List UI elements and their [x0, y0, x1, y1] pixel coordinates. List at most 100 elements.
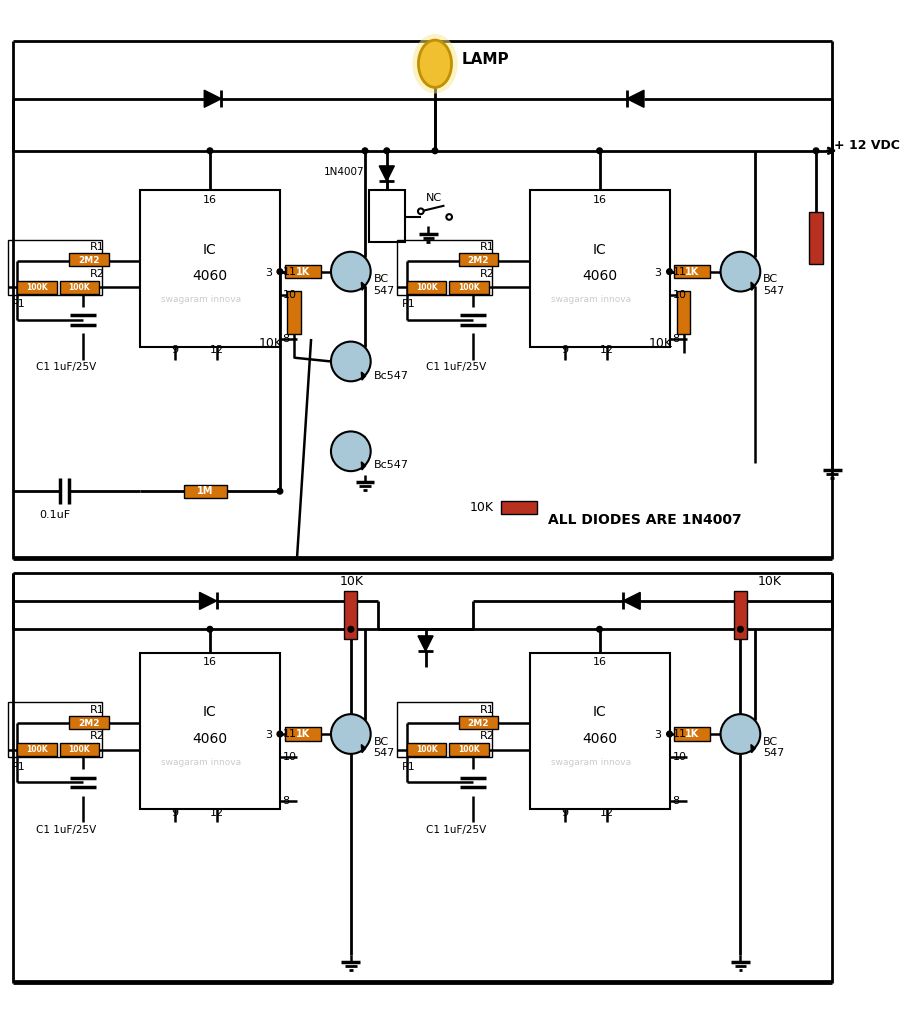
Bar: [501, 501, 537, 514]
Text: 4060: 4060: [193, 732, 227, 745]
Text: C1 1uF/25V: C1 1uF/25V: [36, 824, 96, 835]
Text: swagaram innova: swagaram innova: [551, 758, 631, 767]
Bar: [459, 253, 498, 266]
Polygon shape: [361, 372, 366, 380]
Circle shape: [207, 627, 213, 632]
Text: 1K: 1K: [685, 266, 699, 276]
Circle shape: [278, 268, 283, 274]
Text: R2: R2: [479, 731, 495, 741]
Text: 100K: 100K: [68, 745, 90, 754]
Text: 100K: 100K: [26, 283, 48, 292]
Polygon shape: [627, 90, 644, 108]
Bar: [69, 716, 109, 729]
Text: 8: 8: [672, 334, 679, 344]
Text: 100K: 100K: [415, 283, 437, 292]
Text: 1K: 1K: [296, 729, 310, 739]
Text: 12: 12: [210, 345, 224, 355]
Bar: [185, 484, 227, 498]
Text: 10K: 10K: [469, 501, 494, 514]
Text: 3: 3: [655, 267, 661, 278]
Text: 547: 547: [763, 748, 785, 758]
Text: swagaram innova: swagaram innova: [551, 295, 631, 304]
Text: 16: 16: [203, 195, 217, 205]
Text: 547: 547: [374, 286, 395, 296]
Circle shape: [667, 731, 672, 737]
Circle shape: [331, 252, 370, 292]
Bar: [344, 592, 358, 639]
Text: 547: 547: [763, 286, 785, 296]
Text: 3: 3: [265, 730, 272, 740]
Circle shape: [331, 342, 370, 381]
Text: 2M2: 2M2: [78, 256, 100, 265]
Text: 9: 9: [561, 808, 569, 818]
Text: P1: P1: [402, 762, 415, 772]
Text: 10: 10: [672, 753, 687, 763]
Text: 8: 8: [283, 334, 290, 344]
Circle shape: [446, 214, 452, 220]
Circle shape: [362, 147, 368, 154]
Bar: [69, 253, 109, 266]
Circle shape: [721, 252, 760, 292]
Bar: [287, 292, 301, 334]
Bar: [7, 702, 102, 757]
Text: 12: 12: [210, 808, 224, 818]
Text: 9: 9: [171, 808, 178, 818]
Circle shape: [331, 714, 370, 754]
Text: 10K: 10K: [758, 575, 781, 589]
Text: ALL DIODES ARE 1N4007: ALL DIODES ARE 1N4007: [549, 513, 742, 526]
Text: 16: 16: [203, 657, 217, 668]
Ellipse shape: [418, 40, 451, 87]
Bar: [59, 281, 99, 294]
Circle shape: [278, 488, 283, 494]
Bar: [677, 292, 690, 334]
Text: R1: R1: [90, 243, 105, 253]
Polygon shape: [361, 462, 366, 470]
Polygon shape: [199, 592, 216, 609]
Circle shape: [721, 714, 760, 754]
Text: 2M2: 2M2: [468, 256, 489, 265]
Bar: [406, 281, 446, 294]
Text: IC: IC: [593, 243, 606, 257]
Text: 547: 547: [374, 748, 395, 758]
Text: BC: BC: [763, 736, 778, 746]
Bar: [17, 743, 57, 757]
Text: 10K: 10K: [649, 337, 672, 350]
Text: C1 1uF/25V: C1 1uF/25V: [425, 362, 486, 373]
Text: R2: R2: [90, 269, 105, 279]
Polygon shape: [361, 283, 366, 290]
Text: BC: BC: [763, 274, 778, 285]
Text: NC: NC: [425, 194, 441, 203]
Text: BC: BC: [374, 736, 388, 746]
Text: R1: R1: [479, 243, 495, 253]
Text: + 12 VDC: + 12 VDC: [834, 138, 900, 152]
Text: 100K: 100K: [68, 283, 90, 292]
Circle shape: [432, 147, 438, 154]
Text: 10: 10: [283, 290, 296, 300]
Circle shape: [418, 209, 423, 214]
Bar: [17, 281, 57, 294]
Circle shape: [331, 431, 370, 471]
Text: 3: 3: [655, 730, 661, 740]
Text: 11: 11: [672, 729, 687, 739]
Bar: [285, 265, 321, 279]
Text: BC: BC: [374, 274, 388, 285]
Text: 10K: 10K: [340, 575, 363, 589]
Bar: [59, 743, 99, 757]
Text: 16: 16: [593, 657, 606, 668]
Text: 3: 3: [265, 267, 272, 278]
Polygon shape: [361, 744, 366, 753]
Bar: [674, 727, 710, 740]
Bar: [459, 716, 498, 729]
Text: 10: 10: [672, 290, 687, 300]
Polygon shape: [751, 283, 755, 290]
Bar: [397, 702, 492, 757]
Bar: [450, 281, 489, 294]
Bar: [140, 190, 280, 346]
Text: 100K: 100K: [459, 745, 480, 754]
Polygon shape: [379, 166, 395, 181]
Text: 4060: 4060: [582, 732, 617, 745]
Text: 2M2: 2M2: [468, 719, 489, 728]
Bar: [285, 727, 321, 740]
Text: R2: R2: [90, 731, 105, 741]
Text: swagaram innova: swagaram innova: [161, 295, 241, 304]
